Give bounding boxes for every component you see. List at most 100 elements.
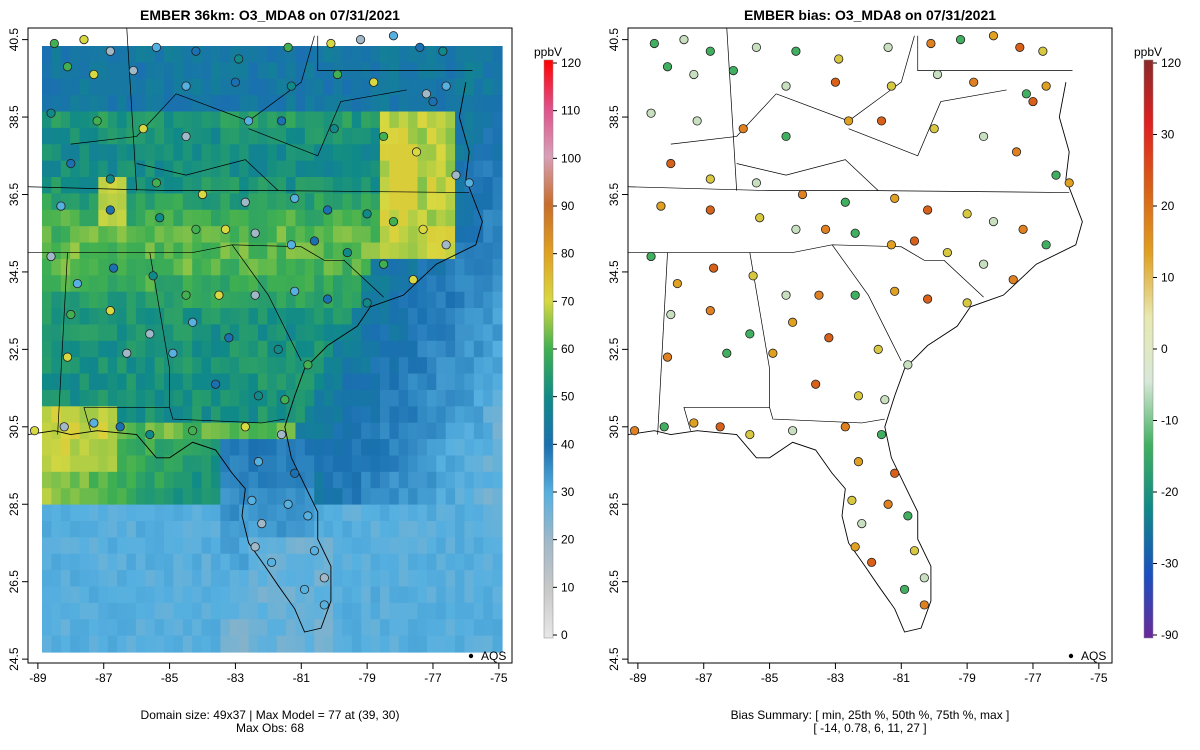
model-grid-cell — [257, 586, 268, 604]
model-grid-cell — [333, 471, 344, 489]
model-grid-cell — [379, 553, 390, 571]
right-site-marker — [883, 499, 893, 509]
model-grid-cell — [220, 471, 231, 489]
model-grid-cell — [370, 226, 381, 244]
model-grid-cell — [436, 111, 447, 129]
right-site-marker — [857, 519, 867, 529]
model-grid-cell — [492, 127, 503, 145]
right-site-marker — [840, 422, 850, 432]
model-grid-cell — [417, 291, 428, 309]
model-grid-cell — [295, 291, 306, 309]
model-grid-cell — [229, 226, 240, 244]
model-grid-cell — [154, 357, 165, 375]
left-site-marker — [197, 189, 208, 200]
left-site-marker — [253, 457, 264, 467]
model-grid-cell — [379, 373, 390, 391]
model-grid-cell — [79, 537, 90, 555]
model-grid-cell — [79, 373, 90, 391]
model-grid-cell — [51, 520, 62, 538]
model-grid-cell — [389, 373, 400, 391]
model-grid-cell — [107, 144, 118, 162]
right-panel-title: EMBER bias: O3_MDA8 on 07/31/2021 — [744, 7, 996, 23]
model-grid-cell — [323, 308, 334, 326]
model-grid-cell — [398, 111, 409, 129]
right-site-marker — [962, 209, 972, 219]
model-grid-cell — [239, 373, 250, 391]
model-grid-cell — [60, 389, 71, 407]
model-grid-cell — [201, 520, 212, 538]
model-grid-cell — [79, 439, 90, 457]
model-grid-cell — [145, 209, 156, 227]
model-grid-cell — [229, 471, 240, 489]
model-grid-cell — [455, 226, 466, 244]
right-y-tick-label: 30.5 — [607, 415, 621, 439]
model-grid-cell — [379, 439, 390, 457]
model-grid-cell — [117, 373, 128, 391]
left-x-tick-label: -85 — [161, 671, 179, 685]
right-colorbar-label: -90 — [1161, 628, 1179, 642]
model-grid-cell — [333, 537, 344, 555]
model-grid-cell — [473, 193, 484, 211]
model-grid-cell — [88, 504, 99, 522]
model-grid-cell — [229, 95, 240, 113]
model-grid-cell — [248, 209, 259, 227]
model-grid-cell — [314, 520, 325, 538]
model-grid-cell — [60, 46, 71, 63]
model-grid-cell — [417, 275, 428, 293]
model-grid-cell — [70, 144, 81, 162]
model-grid-cell — [276, 439, 287, 457]
model-grid-cell — [464, 258, 475, 276]
model-grid-cell — [210, 160, 221, 178]
model-grid-cell — [370, 602, 381, 620]
model-grid-cell — [60, 144, 71, 162]
model-grid-cell — [323, 144, 334, 162]
model-grid-cell — [295, 62, 306, 80]
model-grid-cell — [60, 177, 71, 195]
model-grid-cell — [98, 258, 109, 276]
model-grid-cell — [342, 340, 353, 358]
model-grid-cell — [473, 111, 484, 129]
model-grid-cell — [154, 586, 165, 604]
model-grid-cell — [229, 324, 240, 342]
left-site-marker — [89, 418, 99, 428]
model-grid-cell — [173, 422, 184, 440]
model-grid-cell — [323, 488, 334, 506]
left-colorbar-label: 100 — [561, 151, 581, 165]
model-grid-cell — [173, 160, 184, 178]
model-grid-cell — [398, 95, 409, 113]
model-grid-cell — [398, 193, 409, 211]
model-grid-cell — [304, 619, 315, 637]
model-grid-cell — [88, 488, 99, 506]
model-grid-cell — [342, 602, 353, 620]
model-grid-cell — [417, 177, 428, 195]
model-grid-cell — [154, 308, 165, 326]
model-grid-cell — [98, 520, 109, 538]
model-grid-cell — [126, 373, 137, 391]
model-grid-cell — [267, 46, 278, 63]
model-grid-cell — [417, 439, 428, 457]
model-grid-cell — [379, 324, 390, 342]
left-site-marker — [267, 557, 277, 567]
model-grid-cell — [304, 209, 315, 227]
model-grid-cell — [314, 602, 325, 620]
model-grid-cell — [88, 553, 99, 571]
model-grid-cell — [445, 570, 456, 588]
model-grid-cell — [201, 78, 212, 96]
model-grid-cell — [229, 520, 240, 538]
model-grid-cell — [314, 127, 325, 145]
model-grid-cell — [473, 275, 484, 293]
model-grid-cell — [455, 439, 466, 457]
model-grid-cell — [473, 160, 484, 178]
left-site-marker — [181, 81, 191, 91]
right-site-marker — [1038, 46, 1048, 56]
model-grid-cell — [210, 586, 221, 604]
model-grid-cell — [351, 308, 362, 326]
right-y-tick-label: 26.5 — [607, 570, 621, 594]
model-grid-cell — [182, 389, 193, 407]
model-grid-cell — [164, 602, 175, 620]
model-grid-cell — [229, 209, 240, 227]
model-grid-cell — [361, 422, 372, 440]
model-grid-cell — [154, 127, 165, 145]
model-grid-cell — [304, 111, 315, 129]
model-grid-cell — [276, 553, 287, 571]
